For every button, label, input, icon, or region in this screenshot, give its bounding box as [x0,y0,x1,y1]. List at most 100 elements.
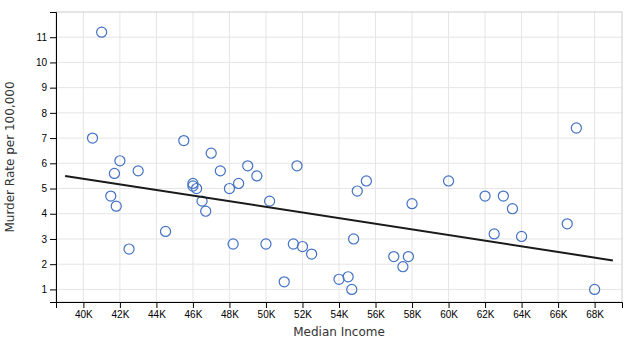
y-tick-label: 5 [41,183,47,194]
x-tick-mark [266,302,267,308]
point [243,161,253,171]
x-axis-title: Median Income [293,325,385,339]
grid-line [56,138,622,139]
x-tick-label: 58K [404,309,422,320]
point [206,148,216,158]
point [124,244,134,254]
grid-line [192,12,193,302]
grid-line [56,289,622,290]
x-tick-mark [376,302,377,308]
y-tick-mark [50,138,56,139]
point [288,239,298,249]
x-tick: 54K [331,302,349,320]
grid-line [302,12,303,302]
point [261,239,271,249]
x-tick-label: 62K [477,309,495,320]
x-tick-mark [156,302,157,308]
x-tick: 42K [112,302,130,320]
x-tick-label: 66K [550,309,568,320]
x-tick: 46K [185,302,203,320]
marks [65,27,613,294]
x-tick-mark [83,302,84,308]
y-tick: 9 [41,82,56,93]
point [307,249,317,259]
point [228,239,238,249]
x-tick-mark [229,302,230,308]
y-tick-mark [50,62,56,63]
x-axis-line [57,303,623,309]
x-tick-mark [485,302,486,308]
x-tick-label: 44K [148,309,166,320]
point [361,176,371,186]
x-tick-mark [302,302,303,308]
y-tick-label: 10 [36,57,48,68]
point [407,199,417,209]
grid [56,12,622,302]
y-tick-mark [50,37,56,38]
point [179,136,189,146]
x-tick-label: 60K [440,309,458,320]
point [224,183,234,193]
y-tick-label: 6 [41,158,47,169]
x-tick: 44K [148,302,166,320]
y-tick: 10 [36,57,56,68]
grid-line [56,264,622,265]
grid-line [56,238,622,239]
point [507,204,517,214]
x-tick: 50K [258,302,276,320]
y-tick-mark [50,189,56,190]
y-tick-mark [50,113,56,114]
x-tick-label: 48K [221,309,239,320]
x-tick-mark [449,302,450,308]
y-tick-label: 8 [41,108,47,119]
x-tick: 64K [513,302,531,320]
grid-line [448,12,449,302]
x-tick-mark [193,302,194,308]
point [352,186,362,196]
grid-line [229,12,230,302]
point [444,176,454,186]
plot-frame [56,12,622,302]
point [133,166,143,176]
grid-line [156,12,157,302]
grid-line [56,163,622,164]
y-tick-mark [50,163,56,164]
point [265,196,275,206]
x-tick-label: 56K [367,309,385,320]
point [279,277,289,287]
regression-line [65,176,613,260]
x-tick-label: 46K [185,309,203,320]
x-tick: 48K [221,302,239,320]
point [347,284,357,294]
grid-line [56,87,622,88]
point [334,274,344,284]
x-tick: 62K [477,302,495,320]
grid-line [83,12,84,302]
y-tick-mark [50,214,56,215]
y-tick-label: 2 [41,259,47,270]
grid-line [56,213,622,214]
x-tick: 40K [75,302,93,320]
point [297,241,307,251]
point [252,171,262,181]
y-tick: 3 [41,234,56,245]
point [292,161,302,171]
y-axis-title: Murder Rate per 100,000 [3,81,17,232]
x-tick: 52K [294,302,312,320]
point [97,27,107,37]
point [349,234,359,244]
point [562,219,572,229]
x-tick-label: 52K [294,309,312,320]
y-tick: 6 [41,158,56,169]
x-tick-label: 50K [258,309,276,320]
grid-line [56,112,622,113]
x-tick-mark [522,302,523,308]
x-tick: 60K [440,302,458,320]
grid-line [375,12,376,302]
points [87,27,599,294]
point [590,284,600,294]
y-tick: 11 [37,32,56,43]
x-tick-label: 64K [513,309,531,320]
x-tick-mark [120,302,121,308]
y-tick-label: 9 [41,82,47,93]
